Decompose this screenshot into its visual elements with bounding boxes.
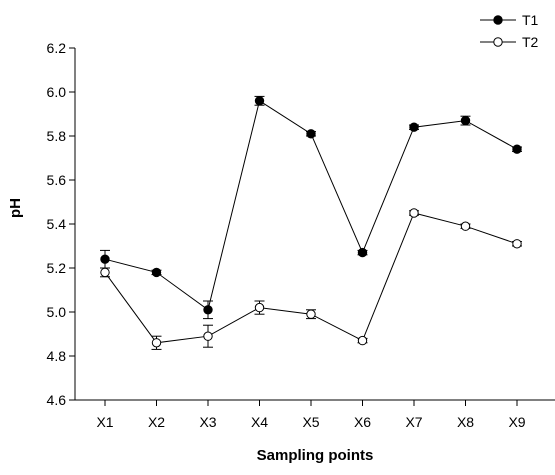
legend-marker: [493, 37, 503, 47]
x-axis-title: Sampling points: [257, 447, 374, 464]
legend-label: T2: [522, 34, 539, 50]
data-point-t2: [409, 208, 419, 218]
series-t2: [100, 208, 522, 350]
data-point-t2: [460, 221, 471, 231]
data-point-t1: [306, 129, 316, 139]
data-point-t2: [306, 309, 316, 319]
x-tick-label: X2: [148, 414, 165, 430]
x-tick-label: X6: [354, 414, 371, 430]
data-point-t1: [460, 115, 471, 126]
data-point-t2: [100, 267, 110, 278]
data-point-t1: [100, 254, 110, 264]
data-point-t2: [203, 331, 213, 341]
y-tick-label: 5.0: [47, 304, 67, 320]
x-tick-label: X9: [508, 414, 525, 430]
data-point-t1: [203, 305, 213, 315]
series-layer: [100, 95, 522, 350]
data-point-t2: [151, 338, 162, 348]
y-tick-label: 4.8: [47, 348, 67, 364]
x-tick-label: X1: [96, 414, 113, 430]
x-tick-label: X7: [405, 414, 422, 430]
series-line: [104, 212, 518, 344]
y-tick-label: 5.2: [47, 260, 67, 276]
y-tick-label: 5.4: [47, 216, 67, 232]
legend-item-t2: T2: [480, 34, 539, 50]
legend-marker: [493, 15, 503, 25]
y-tick-label: 5.8: [47, 128, 67, 144]
legend-item-t1: T1: [480, 12, 539, 28]
y-tick-label: 6.2: [47, 40, 67, 56]
y-axis-title: pH: [7, 198, 24, 218]
y-tick-label: 4.6: [47, 392, 67, 408]
data-point-t2: [357, 335, 368, 346]
data-point-t1: [254, 96, 265, 106]
x-tick-label: X8: [457, 414, 474, 430]
x-tick-label: X3: [199, 414, 216, 430]
series-t1: [100, 95, 522, 320]
legend-label: T1: [522, 12, 539, 28]
y-tick-label: 5.6: [47, 172, 67, 188]
data-point-t2: [512, 239, 522, 249]
data-point-t1: [512, 144, 522, 154]
x-tick-label: X4: [251, 414, 268, 430]
data-point-t1: [151, 267, 162, 278]
data-point-t1: [409, 122, 419, 132]
y-tick-label: 6.0: [47, 84, 67, 100]
axes: 4.6 4.8 5.0 5.2 5.4 5.6 5.8 6.0 6.2 X1 X2 X3 X4 X5 X6 X…: [47, 40, 555, 430]
data-point-t2: [254, 302, 265, 313]
data-point-t1: [357, 247, 368, 258]
x-tick-label: X5: [302, 414, 319, 430]
